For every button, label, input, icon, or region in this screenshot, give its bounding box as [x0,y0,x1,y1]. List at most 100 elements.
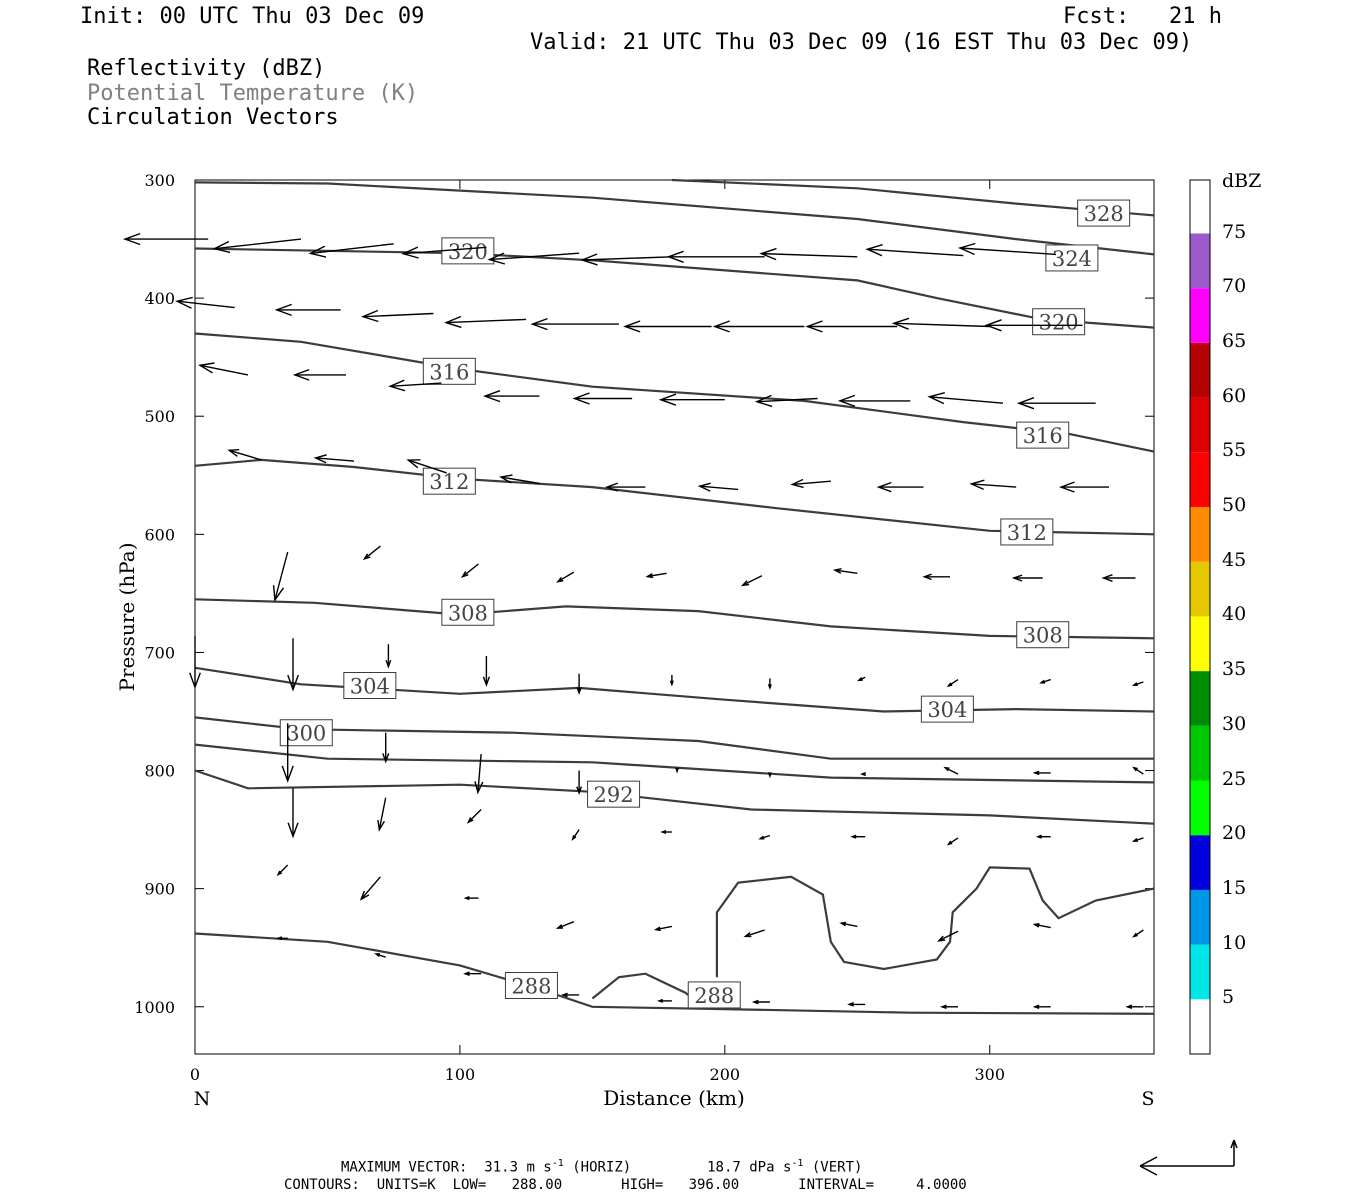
circulation-vector [666,250,765,263]
circulation-vector [660,829,672,834]
colorbar-swatch [1190,233,1210,289]
circulation-vector [939,1004,958,1010]
colorbar-swatch [1190,616,1210,672]
x-tick-label: 200 [710,1065,741,1084]
field-label-reflectivity: Reflectivity (dBZ) [87,56,326,81]
max-vector-vert-exp: -1 [791,1158,804,1169]
circulation-vector [276,936,288,941]
circulation-vector [360,309,434,323]
circulation-vector [482,656,491,687]
circulation-vector [767,678,772,691]
y-tick-label: 900 [144,880,175,899]
colorbar-swatch [1190,725,1210,781]
circulation-vector [374,953,386,958]
circulation-vectors [122,232,1144,1010]
circulation-vector [1011,574,1043,582]
contour-label-box [441,598,495,626]
reference-vector-vertical [1230,1139,1238,1166]
colorbar-tick-label: 45 [1222,548,1247,571]
plot-frame [194,179,1155,1055]
colorbar-swatch [1190,944,1210,1000]
circulation-vector [832,568,858,574]
circulation-vector [1032,923,1051,929]
circulation-vector [957,242,1057,256]
circulation-vector [382,732,390,764]
circulation-vector [697,482,739,492]
max-vector-vert: 18.7 dPa s [707,1159,792,1176]
circulation-vector [847,1002,866,1007]
contour-label-box [1045,244,1099,272]
circulation-vector [388,379,442,392]
circulation-vector [1101,574,1136,582]
circulation-vector [487,252,580,265]
x-tick-label: 100 [445,1065,476,1084]
circulation-vector [276,864,289,877]
circulation-vector [580,253,672,266]
circulation-vector [1058,481,1109,493]
circulation-vector [859,772,867,777]
theta-contour-line [591,972,694,1000]
theta-contour-line [194,181,1155,256]
circulation-vector [572,392,633,405]
circulation-vector [891,317,990,330]
circulation-vector [460,563,479,578]
circulation-vector [385,644,392,669]
circulation-vector [498,474,540,485]
circulation-vector [839,921,858,928]
circulation-vector [287,638,299,692]
reference-vector-horizontal [1139,1156,1234,1176]
circulation-vector [474,753,484,795]
circulation-vector [482,390,540,403]
circulation-vector [740,575,763,587]
circulation-vector [1132,929,1144,938]
theta-contour-line [194,598,1155,640]
contour-label: 328 [1084,202,1124,226]
circulation-vector [175,296,235,309]
contour-label: 304 [927,698,967,722]
x-tick-label: 300 [974,1065,1005,1084]
x-axis-label: Distance (km) [603,1086,745,1110]
circulation-vector [212,238,302,254]
circulation-vector [556,571,575,583]
reflectivity-colorbar [1189,179,1211,1055]
max-vector-horiz-tag: (HORIZ) [572,1159,632,1176]
circulation-vector [1131,837,1144,842]
max-vector-info: MAXIMUM VECTOR: 31.3 m s-1 (HORIZ) 18.7 … [341,1159,862,1175]
contour-label-box [1077,199,1131,227]
max-vector-vert-tag: (VERT) [811,1159,863,1176]
endpoint-north: N [194,1088,211,1110]
circulation-vector [1039,678,1051,684]
contour-label: 320 [1039,311,1079,335]
contour-label: 308 [448,601,488,625]
circulation-vector [555,921,575,929]
circulation-vector [287,788,299,839]
contour-label-box [343,672,397,700]
contour-label: 316 [1023,424,1063,448]
contour-label: 324 [1052,247,1092,271]
circulation-vector [984,319,1083,332]
circulation-vector [946,679,959,688]
circulation-vector [122,232,209,246]
circulation-vector [604,482,646,492]
colorbar-swatch [1190,288,1210,343]
field-label-circulation-vectors: Circulation Vectors [87,105,339,130]
colorbar-tick-label: 25 [1222,767,1247,790]
colorbar-swatch [1190,671,1210,726]
circulation-vector [576,673,582,695]
circulation-vector [675,767,680,774]
colorbar-tick-label: 65 [1222,329,1247,352]
colorbar-tick-label: 40 [1222,603,1247,626]
circulation-vector [759,247,858,261]
circulation-vector [754,394,818,408]
colorbar-swatch [1190,452,1210,507]
circulation-vector [790,478,831,489]
contour-label: 316 [429,360,469,384]
colorbar-tick-label: 35 [1222,658,1247,681]
circulation-vector [946,837,959,846]
circulation-vector [576,770,583,795]
y-tick-label: 500 [144,407,175,426]
circulation-vector [272,551,289,602]
theta-contour-line [194,247,1155,329]
circulation-vector [274,303,341,317]
circulation-vector [936,930,959,942]
